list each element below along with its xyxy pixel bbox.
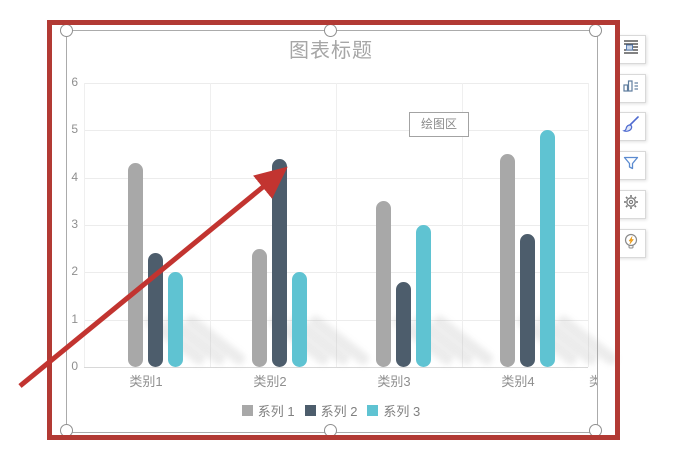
paintbrush-icon <box>622 115 640 138</box>
chart-recommend-button[interactable] <box>616 229 646 258</box>
resize-handle-top-left[interactable] <box>60 24 73 37</box>
bar-系列 3-类别4[interactable] <box>539 130 555 367</box>
legend-swatch <box>304 405 316 416</box>
chart-settings-button[interactable] <box>616 190 646 219</box>
legend-label: 系列 2 <box>320 404 358 419</box>
resize-handle-top-right[interactable] <box>589 24 602 37</box>
gridline-v <box>336 83 337 367</box>
resize-handle-top-center[interactable] <box>324 24 337 37</box>
plot-area-tooltip: 绘图区 <box>409 112 469 137</box>
y-axis-tick-label: 6 <box>71 75 78 89</box>
gridline-h <box>84 367 588 368</box>
x-axis-category-label: 类别3 <box>377 374 411 389</box>
chart-elements-icon <box>622 38 640 61</box>
legend-item[interactable]: 系列 1 <box>241 401 295 420</box>
bar-系列 2-类别4[interactable] <box>519 234 535 367</box>
legend-item[interactable]: 系列 3 <box>367 401 420 420</box>
x-axis-category-label: 类别4 <box>501 374 535 389</box>
legend-item[interactable]: 系列 2 <box>304 401 358 420</box>
chart-title[interactable]: 图表标题 <box>289 40 373 62</box>
chart-filter-button[interactable] <box>616 151 646 180</box>
chart-style-button[interactable] <box>616 74 646 103</box>
funnel-icon <box>622 154 640 177</box>
chart-legend[interactable]: 系列 1 系列 2 系列 3 <box>66 401 596 420</box>
resize-handle-bottom-center[interactable] <box>324 424 337 437</box>
clipped-category-label: 类 <box>589 374 597 387</box>
legend-label: 系列 3 <box>383 404 421 419</box>
gridline-v <box>588 83 589 367</box>
resize-handle-bottom-right[interactable] <box>589 424 602 437</box>
y-axis-tick-label: 5 <box>71 122 78 137</box>
bar-系列 2-类别3[interactable] <box>395 281 411 367</box>
gear-icon <box>622 193 640 216</box>
legend-label: 系列 1 <box>257 404 295 419</box>
chart-format-button[interactable] <box>616 112 646 141</box>
chart-style-icon <box>622 77 640 100</box>
bar-系列 3-类别3[interactable] <box>415 225 431 367</box>
resize-handle-bottom-left[interactable] <box>60 424 73 437</box>
chart-selection-border <box>66 30 598 433</box>
bar-系列 1-类别4[interactable] <box>499 154 515 367</box>
bar-系列 3-类别2[interactable] <box>291 272 307 367</box>
gridline-v <box>462 83 463 367</box>
legend-swatch <box>367 405 379 416</box>
legend-swatch <box>241 405 253 416</box>
lightbulb-icon <box>622 232 640 255</box>
bar-系列 1-类别3[interactable] <box>375 201 391 367</box>
chart-elements-button[interactable] <box>616 35 646 64</box>
